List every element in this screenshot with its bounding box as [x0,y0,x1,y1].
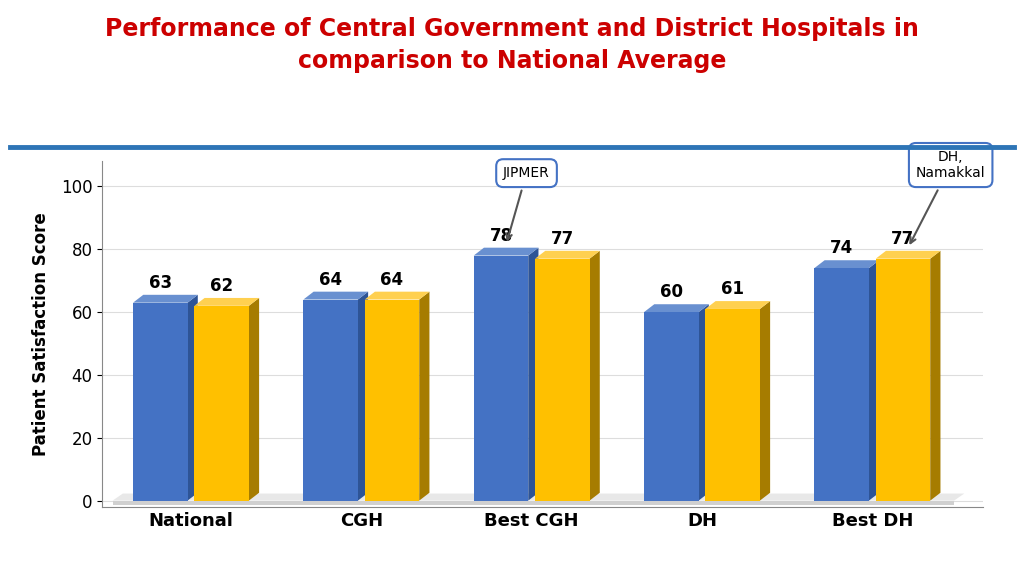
Text: 64: 64 [319,271,342,289]
Bar [303,300,358,501]
Polygon shape [195,298,259,306]
Polygon shape [536,251,600,259]
Text: 62: 62 [210,277,233,295]
Polygon shape [869,260,880,501]
Text: 63: 63 [148,274,172,291]
Bar [814,268,869,501]
Polygon shape [528,248,539,501]
Bar [644,312,698,501]
Polygon shape [133,295,198,302]
Polygon shape [930,251,940,501]
Text: 77: 77 [891,230,914,248]
Text: JIPMER: JIPMER [503,166,550,240]
Bar [365,300,419,501]
Polygon shape [814,260,880,268]
Text: Performance of Central Government and District Hospitals in
comparison to Nation: Performance of Central Government and Di… [105,17,919,73]
Text: 60: 60 [659,283,683,301]
Y-axis label: Patient Satisfaction Score: Patient Satisfaction Score [32,212,50,456]
Bar [133,302,187,501]
Polygon shape [113,494,965,501]
Polygon shape [358,291,368,501]
Text: 61: 61 [721,280,744,298]
Bar [195,306,249,501]
Polygon shape [249,298,259,501]
Polygon shape [303,291,368,300]
Text: DH,
Namakkal: DH, Namakkal [910,150,985,243]
Polygon shape [706,301,770,309]
Polygon shape [876,251,940,259]
Polygon shape [474,248,539,256]
Bar [876,259,930,501]
Text: 78: 78 [489,226,513,245]
Text: 77: 77 [551,230,573,248]
Polygon shape [187,295,198,501]
Polygon shape [698,304,709,501]
Text: 74: 74 [830,239,853,257]
Bar [474,256,528,501]
Polygon shape [590,251,600,501]
Polygon shape [760,301,770,501]
Text: 64: 64 [380,271,403,289]
Bar [706,309,760,501]
Polygon shape [644,304,709,312]
Bar [536,259,590,501]
Polygon shape [365,291,429,300]
Polygon shape [113,501,954,505]
Polygon shape [419,291,429,501]
